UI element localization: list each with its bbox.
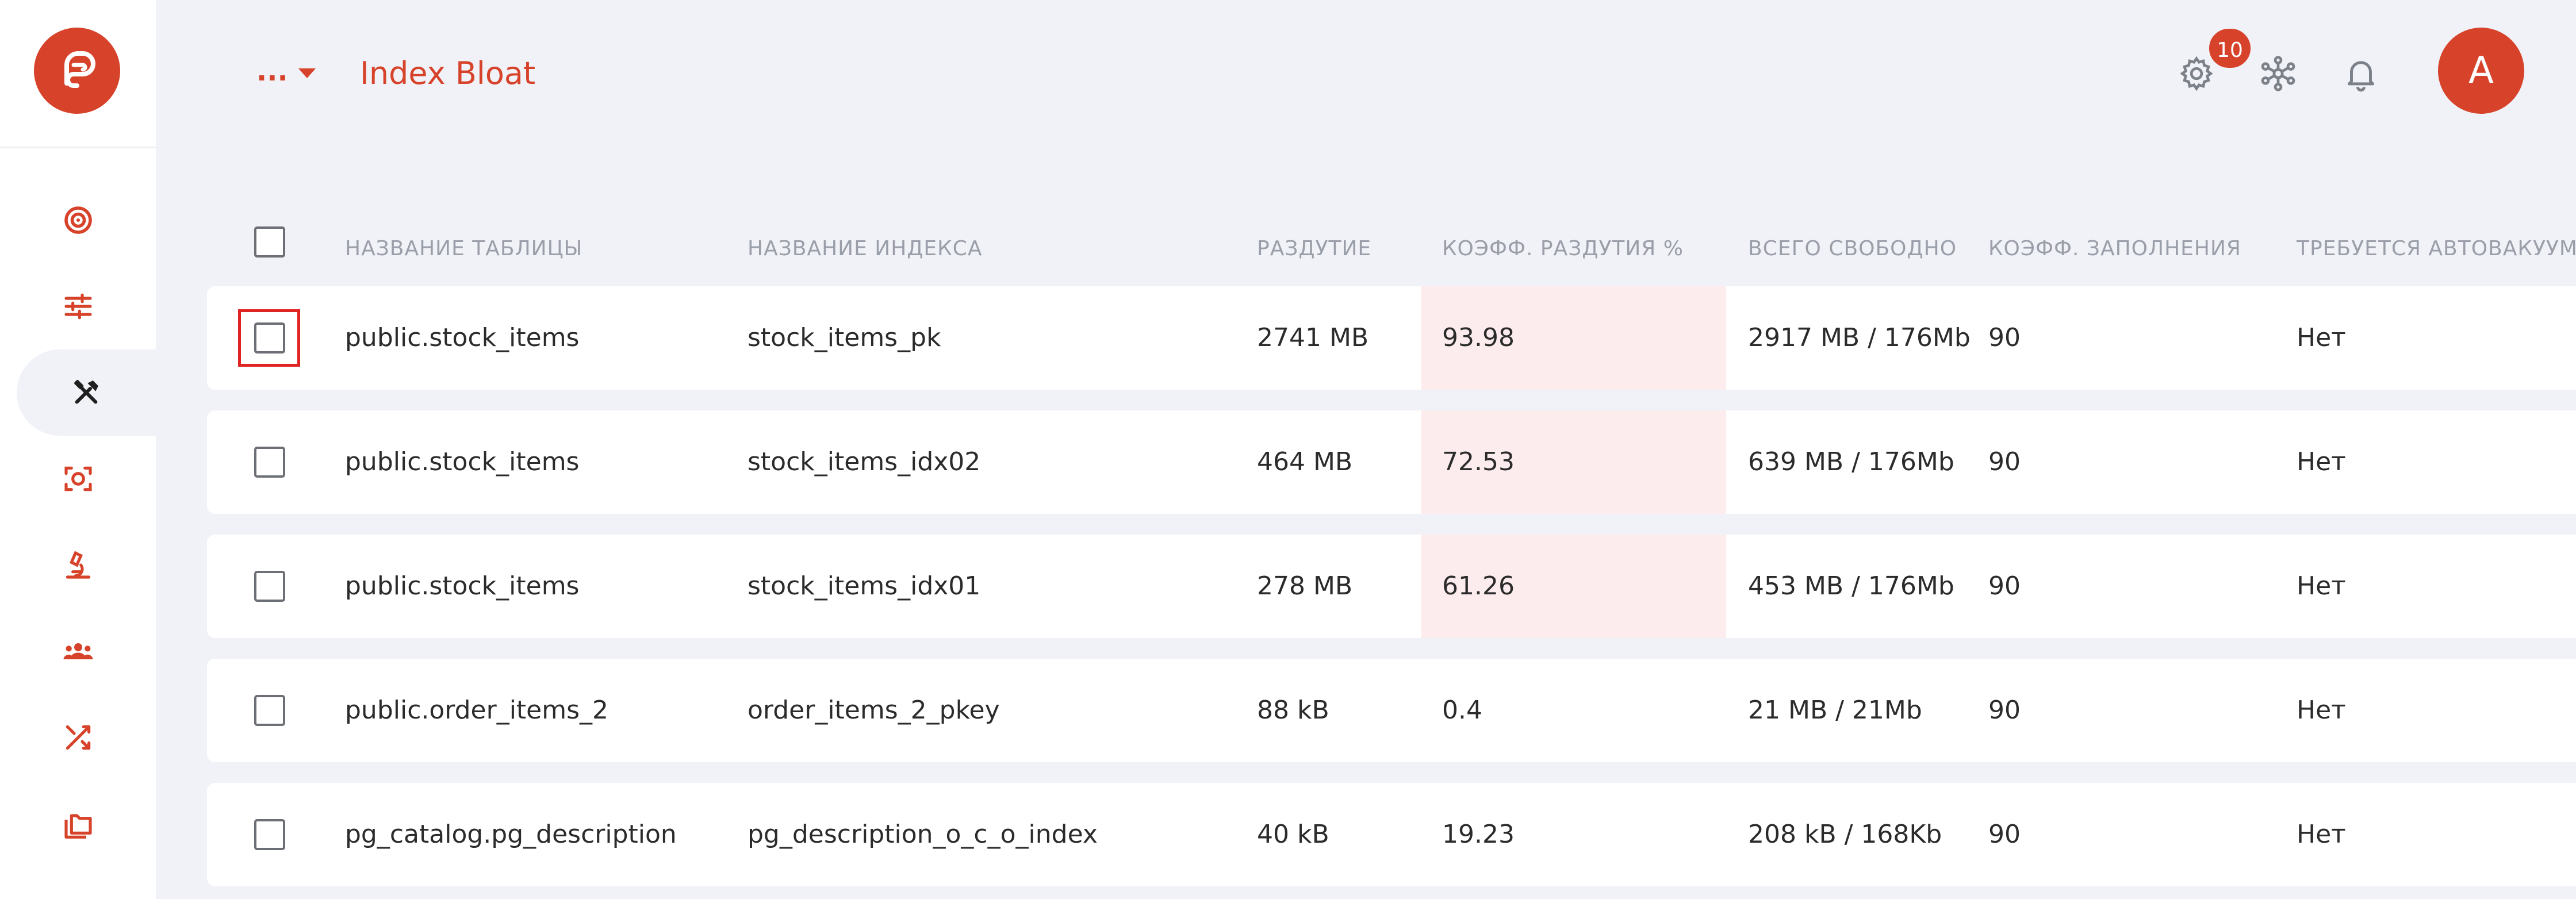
network-icon [2261, 56, 2295, 91]
cell-index-name: stock_items_idx02 [747, 447, 981, 477]
cell-fillfactor: 90 [1988, 571, 2021, 601]
cell-index-name: stock_items_pk [747, 323, 941, 352]
page-title: Index Bloat [360, 55, 536, 91]
column-header-table-name[interactable]: НАЗВАНИЕ ТАБЛИЦЫ [345, 237, 583, 260]
table-row[interactable]: public.stock_items stock_items_idx02 464… [207, 410, 2576, 514]
bloat-highlight [1421, 535, 1726, 638]
cell-bloat-ratio: 72.53 [1442, 447, 1515, 477]
column-header-autovacuum[interactable]: ТРЕБУЕТСЯ АВТОВАКУУМ [2297, 237, 2576, 260]
scan-icon [64, 466, 92, 491]
column-header-total-free[interactable]: ВСЕГО СВОБОДНО [1748, 237, 1957, 260]
cell-index-name: stock_items_idx01 [747, 571, 981, 601]
sidebar-item-overview[interactable] [0, 177, 156, 263]
settings-button[interactable] [2174, 51, 2220, 97]
sidebar-item-inspect[interactable] [0, 436, 156, 522]
cell-autovacuum: Нет [2297, 696, 2346, 725]
cell-fillfactor: 90 [1988, 323, 2021, 352]
cell-total-free: 21 MB / 21Mb [1748, 696, 1922, 725]
gear-icon [2180, 56, 2213, 91]
cell-table-name: public.order_items_2 [345, 696, 609, 725]
cell-total-free: 208 kB / 168Kb [1748, 820, 1942, 849]
folders-icon [64, 814, 92, 839]
sidebar-item-analysis[interactable] [0, 522, 156, 608]
cell-bloat-ratio: 61.26 [1442, 571, 1515, 601]
cell-autovacuum: Нет [2297, 571, 2346, 601]
column-header-index-name[interactable]: НАЗВАНИЕ ИНДЕКСА [747, 237, 983, 260]
row-checkbox[interactable] [254, 447, 285, 478]
cell-bloat-ratio: 0.4 [1442, 696, 1482, 725]
cell-bloat: 278 MB [1257, 571, 1353, 601]
cell-total-free: 453 MB / 176Mb [1748, 571, 1954, 601]
cell-bloat: 2741 MB [1257, 323, 1369, 352]
sidebar-item-settings[interactable] [0, 263, 156, 349]
breadcrumb-more[interactable]: ... [256, 48, 316, 94]
cell-bloat-ratio: 93.98 [1442, 323, 1515, 352]
app-logo[interactable] [34, 28, 120, 114]
tools-icon [74, 379, 98, 404]
bell-icon [2347, 61, 2375, 92]
table-row[interactable]: public.order_items_2 order_items_2_pkey … [207, 659, 2576, 762]
cell-table-name: pg_catalog.pg_description [345, 820, 677, 849]
bloat-highlight [1421, 410, 1726, 514]
sidebar-item-files[interactable] [0, 781, 156, 867]
users-icon [63, 643, 93, 659]
column-header-bloat-ratio[interactable]: КОЭФФ. РАЗДУТИЯ % [1442, 237, 1684, 260]
cell-bloat: 40 kB [1257, 820, 1329, 849]
sidebar-item-maintenance[interactable] [17, 349, 156, 436]
row-checkbox[interactable] [254, 695, 285, 726]
select-all-checkbox[interactable] [254, 226, 285, 258]
logo-area [0, 0, 156, 148]
table-row[interactable]: pg_catalog.pg_description pg_description… [207, 783, 2576, 886]
cell-fillfactor: 90 [1988, 447, 2021, 477]
index-bloat-table: НАЗВАНИЕ ТАБЛИЦЫ НАЗВАНИЕ ИНДЕКСА РАЗДУТ… [207, 207, 2576, 886]
avatar[interactable]: A [2438, 28, 2524, 114]
cell-table-name: public.stock_items [345, 571, 580, 601]
cell-bloat: 464 MB [1257, 447, 1353, 477]
row-checkbox[interactable] [254, 322, 285, 354]
topology-button[interactable] [2255, 51, 2301, 97]
cell-autovacuum: Нет [2297, 323, 2346, 352]
cell-index-name: order_items_2_pkey [747, 696, 1000, 725]
cell-table-name: public.stock_items [345, 323, 580, 352]
cell-bloat: 88 kB [1257, 696, 1329, 725]
table-row[interactable]: public.stock_items stock_items_idx01 278… [207, 535, 2576, 638]
cell-total-free: 2917 MB / 176Mb [1748, 323, 1971, 352]
chevron-down-icon [298, 68, 316, 78]
column-header-bloat[interactable]: РАЗДУТИЕ [1257, 237, 1372, 260]
microscope-icon [66, 551, 90, 579]
table-row[interactable]: public.stock_items stock_items_pk 2741 M… [207, 286, 2576, 390]
focus-outline [238, 309, 300, 367]
sidebar-item-users[interactable] [0, 608, 156, 694]
column-header-fillfactor[interactable]: КОЭФФ. ЗАПОЛНЕНИЯ [1988, 237, 2241, 260]
table-header: НАЗВАНИЕ ТАБЛИЦЫ НАЗВАНИЕ ИНДЕКСА РАЗДУТ… [207, 207, 2576, 287]
cell-bloat-ratio: 19.23 [1442, 820, 1515, 849]
sidebar [0, 0, 156, 899]
sliders-icon [64, 293, 92, 320]
cell-fillfactor: 90 [1988, 696, 2021, 725]
target-icon [64, 206, 92, 234]
logo-icon [64, 51, 95, 88]
breadcrumb-more-label: ... [256, 55, 288, 87]
cell-table-name: public.stock_items [345, 447, 580, 477]
bloat-highlight [1421, 286, 1726, 390]
cell-total-free: 639 MB / 176Mb [1748, 447, 1954, 477]
row-checkbox[interactable] [254, 819, 285, 850]
cell-index-name: pg_description_o_c_o_index [747, 820, 1098, 849]
sidebar-item-replication[interactable] [0, 694, 156, 781]
cell-autovacuum: Нет [2297, 820, 2346, 849]
cell-fillfactor: 90 [1988, 820, 2021, 849]
notification-count-badge: 10 [2207, 26, 2253, 70]
row-checkbox[interactable] [254, 571, 285, 602]
cell-autovacuum: Нет [2297, 447, 2346, 477]
notifications-button[interactable] [2338, 51, 2384, 97]
shuffle-icon [66, 725, 90, 750]
